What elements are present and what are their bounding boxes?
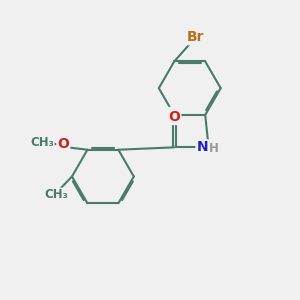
Text: N: N [196, 140, 208, 154]
Text: O: O [168, 110, 180, 124]
Text: H: H [208, 142, 218, 155]
Text: CH₃: CH₃ [30, 136, 54, 149]
Text: Br: Br [187, 30, 205, 44]
Text: CH₃: CH₃ [44, 188, 68, 201]
Text: O: O [57, 137, 69, 152]
Text: N: N [169, 108, 180, 122]
